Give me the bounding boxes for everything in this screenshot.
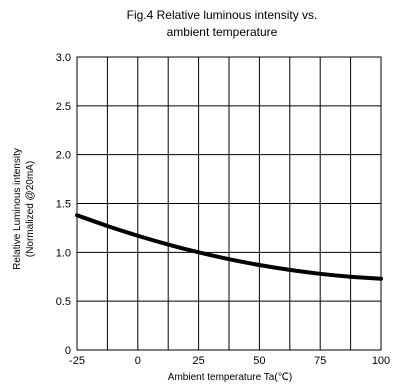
x-axis-label: Ambient temperature Ta(℃) — [168, 372, 292, 383]
series-line — [75, 213, 383, 281]
y-axis-ticks: 0 0.5 1.0 1.5 2.0 2.5 3.0 — [56, 52, 71, 357]
y-axis-label-line-1: Relative Luminous intensity — [12, 148, 23, 270]
x-tick-label: 25 — [192, 355, 204, 367]
x-tick-label: 50 — [253, 355, 265, 367]
x-tick-label: -25 — [69, 355, 85, 367]
y-tick-label: 0 — [65, 345, 71, 357]
y-tick-label: 1.5 — [56, 199, 71, 211]
y-tick-label: 2.5 — [56, 101, 71, 113]
y-tick-label: 0.5 — [56, 296, 71, 308]
y-tick-label: 1.0 — [56, 247, 71, 259]
x-tick-label: 0 — [135, 355, 141, 367]
x-tick-label: 75 — [314, 355, 326, 367]
x-tick-label: 100 — [372, 355, 390, 367]
chart-title-line-2: ambient temperature — [167, 25, 278, 39]
x-axis-ticks: -25 0 25 50 75 100 — [69, 355, 390, 367]
grid — [77, 57, 381, 350]
y-tick-label: 2.0 — [56, 150, 71, 162]
y-tick-label: 3.0 — [56, 52, 71, 64]
plot-area-frame — [76, 56, 382, 351]
chart-title-line-1: Fig.4 Relative luminous intensity vs. — [127, 8, 318, 22]
y-axis-label-line-2: (Normalized @20mA) — [25, 161, 36, 257]
